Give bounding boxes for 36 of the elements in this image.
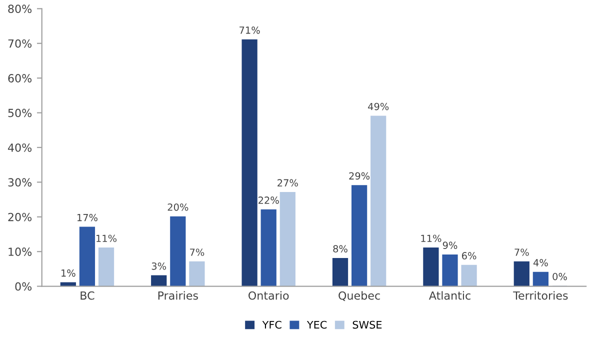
x-tick-label: Prairies (158, 291, 198, 300)
data-label: 49% (368, 102, 389, 110)
data-label: 9% (442, 242, 458, 249)
data-label: 4% (533, 258, 548, 266)
y-tick-label: 40% (8, 143, 32, 152)
data-label: 17% (77, 214, 98, 222)
legend-label: SWSE (352, 320, 382, 329)
data-label: 22% (258, 196, 279, 204)
x-tick-label: Atlantic (428, 291, 470, 300)
y-tick-label: 10% (8, 248, 32, 256)
x-tick-label: Ontario (248, 291, 289, 300)
data-label: 8% (333, 245, 348, 252)
y-tick-label: 0% (15, 282, 32, 291)
data-label: 27% (278, 179, 298, 187)
data-label: 7% (514, 248, 529, 256)
x-tick-label: Quebec (338, 291, 380, 302)
data-label: 0% (552, 272, 567, 280)
y-tick-label: 20% (8, 212, 32, 222)
data-label: 11% (96, 234, 117, 242)
y-tick-label: 80% (8, 4, 32, 14)
data-label: 11% (421, 234, 442, 242)
x-tick-label: BC (80, 291, 94, 300)
data-label: 7% (190, 248, 204, 256)
data-label: 29% (349, 172, 370, 180)
legend-label: YFC (262, 320, 282, 329)
y-tick-label: 50% (8, 108, 32, 118)
y-tick-label: 30% (8, 178, 32, 187)
data-label: 71% (240, 26, 260, 34)
data-label: 1% (62, 269, 76, 277)
data-label: 6% (462, 252, 476, 260)
x-tick-label: Territories (513, 291, 568, 300)
y-tick-label: 60% (8, 74, 32, 82)
data-label: 20% (168, 203, 188, 211)
y-tick-label: 70% (8, 39, 32, 48)
legend-label: YEC (306, 320, 327, 329)
data-label: 3% (152, 262, 166, 270)
